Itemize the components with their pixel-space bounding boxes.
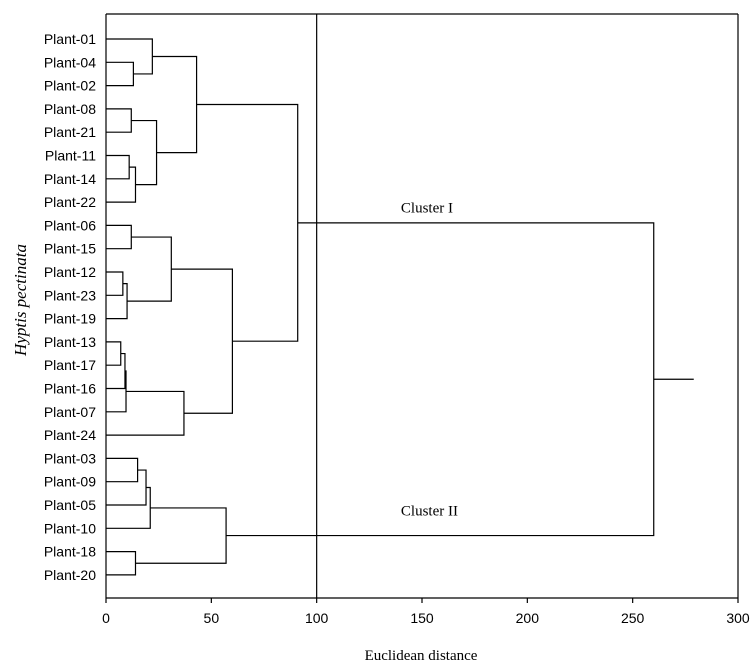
- x-tick-label: 0: [102, 610, 110, 626]
- x-tick-label: 300: [726, 610, 750, 626]
- leaf-label: Plant-08: [44, 101, 96, 117]
- dendrogram-link: [106, 108, 132, 133]
- dendrogram-link: [106, 486, 151, 529]
- leaf-label: Plant-04: [44, 54, 96, 70]
- dendrogram-link: [106, 154, 130, 180]
- leaf-label: Plant-19: [44, 311, 96, 327]
- leaf-label: Plant-11: [45, 148, 96, 164]
- x-tick-label: 50: [204, 610, 220, 626]
- leaf-label: Plant-03: [44, 450, 96, 466]
- cluster-label: Cluster II: [401, 503, 458, 519]
- leaf-label: Plant-24: [44, 427, 96, 443]
- dendrogram-link: [106, 166, 137, 203]
- dendrogram-link: [106, 341, 122, 366]
- x-tick-label: 250: [621, 610, 645, 626]
- leaf-label: Plant-02: [44, 78, 96, 94]
- leaf-label: Plant-09: [44, 474, 96, 490]
- dendrogram-link: [106, 352, 126, 390]
- dendrogram-link: [106, 271, 124, 296]
- leaf-label: Plant-21: [44, 124, 96, 140]
- leaf-label: Plant-05: [44, 497, 96, 513]
- dendrogram-link: [106, 61, 134, 87]
- dendrogram-link: [152, 55, 198, 154]
- leaf-label: Plant-01: [44, 31, 96, 47]
- dendrogram-link: [106, 469, 147, 506]
- leaf-label: Plant-23: [44, 287, 96, 303]
- leaf-label: Plant-22: [44, 194, 96, 210]
- leaf-label: Plant-15: [44, 241, 96, 257]
- leaf-label: Plant-07: [44, 404, 96, 420]
- dendrogram-link: [106, 38, 153, 75]
- leaf-label: Plant-13: [44, 334, 96, 350]
- x-axis-label: Euclidean distance: [365, 648, 478, 664]
- x-tick-label: 100: [305, 610, 329, 626]
- leaf-label: Plant-17: [44, 357, 96, 373]
- x-tick-label: 150: [410, 610, 434, 626]
- dendrogram-link: [135, 507, 227, 564]
- dendrogram-link: [106, 551, 137, 576]
- leaf-label: Plant-16: [44, 381, 96, 397]
- dendrogram-link: [106, 224, 132, 250]
- x-ticks: 0 50 100 150 200 250 300: [102, 598, 750, 626]
- dendrogram-link: [196, 103, 299, 342]
- dendrogram-link: [226, 222, 655, 537]
- leaf-label: Plant-12: [44, 264, 96, 280]
- leaf-labels: Plant-01 Plant-04 Plant-02 Plant-08 Plant-21…: [44, 31, 96, 583]
- dendrogram-link: [127, 236, 172, 302]
- leaf-label: Plant-14: [44, 171, 96, 187]
- cluster-label: Cluster I: [401, 200, 453, 216]
- dendrogram-link: [106, 390, 185, 436]
- leaf-label: Plant-10: [44, 520, 96, 536]
- dendrogram-link: [106, 370, 127, 413]
- leaf-label: Plant-20: [44, 567, 96, 583]
- cluster-annotations: Cluster I Cluster II: [401, 200, 458, 519]
- dendrogram-links: [106, 38, 694, 576]
- leaf-label: Plant-06: [44, 217, 96, 233]
- dendrogram-link: [106, 283, 128, 320]
- y-axis-label: Hyptis pectinata: [11, 244, 30, 357]
- x-tick-label: 200: [516, 610, 540, 626]
- dendrogram-link: [106, 457, 139, 483]
- leaf-label: Plant-18: [44, 544, 96, 560]
